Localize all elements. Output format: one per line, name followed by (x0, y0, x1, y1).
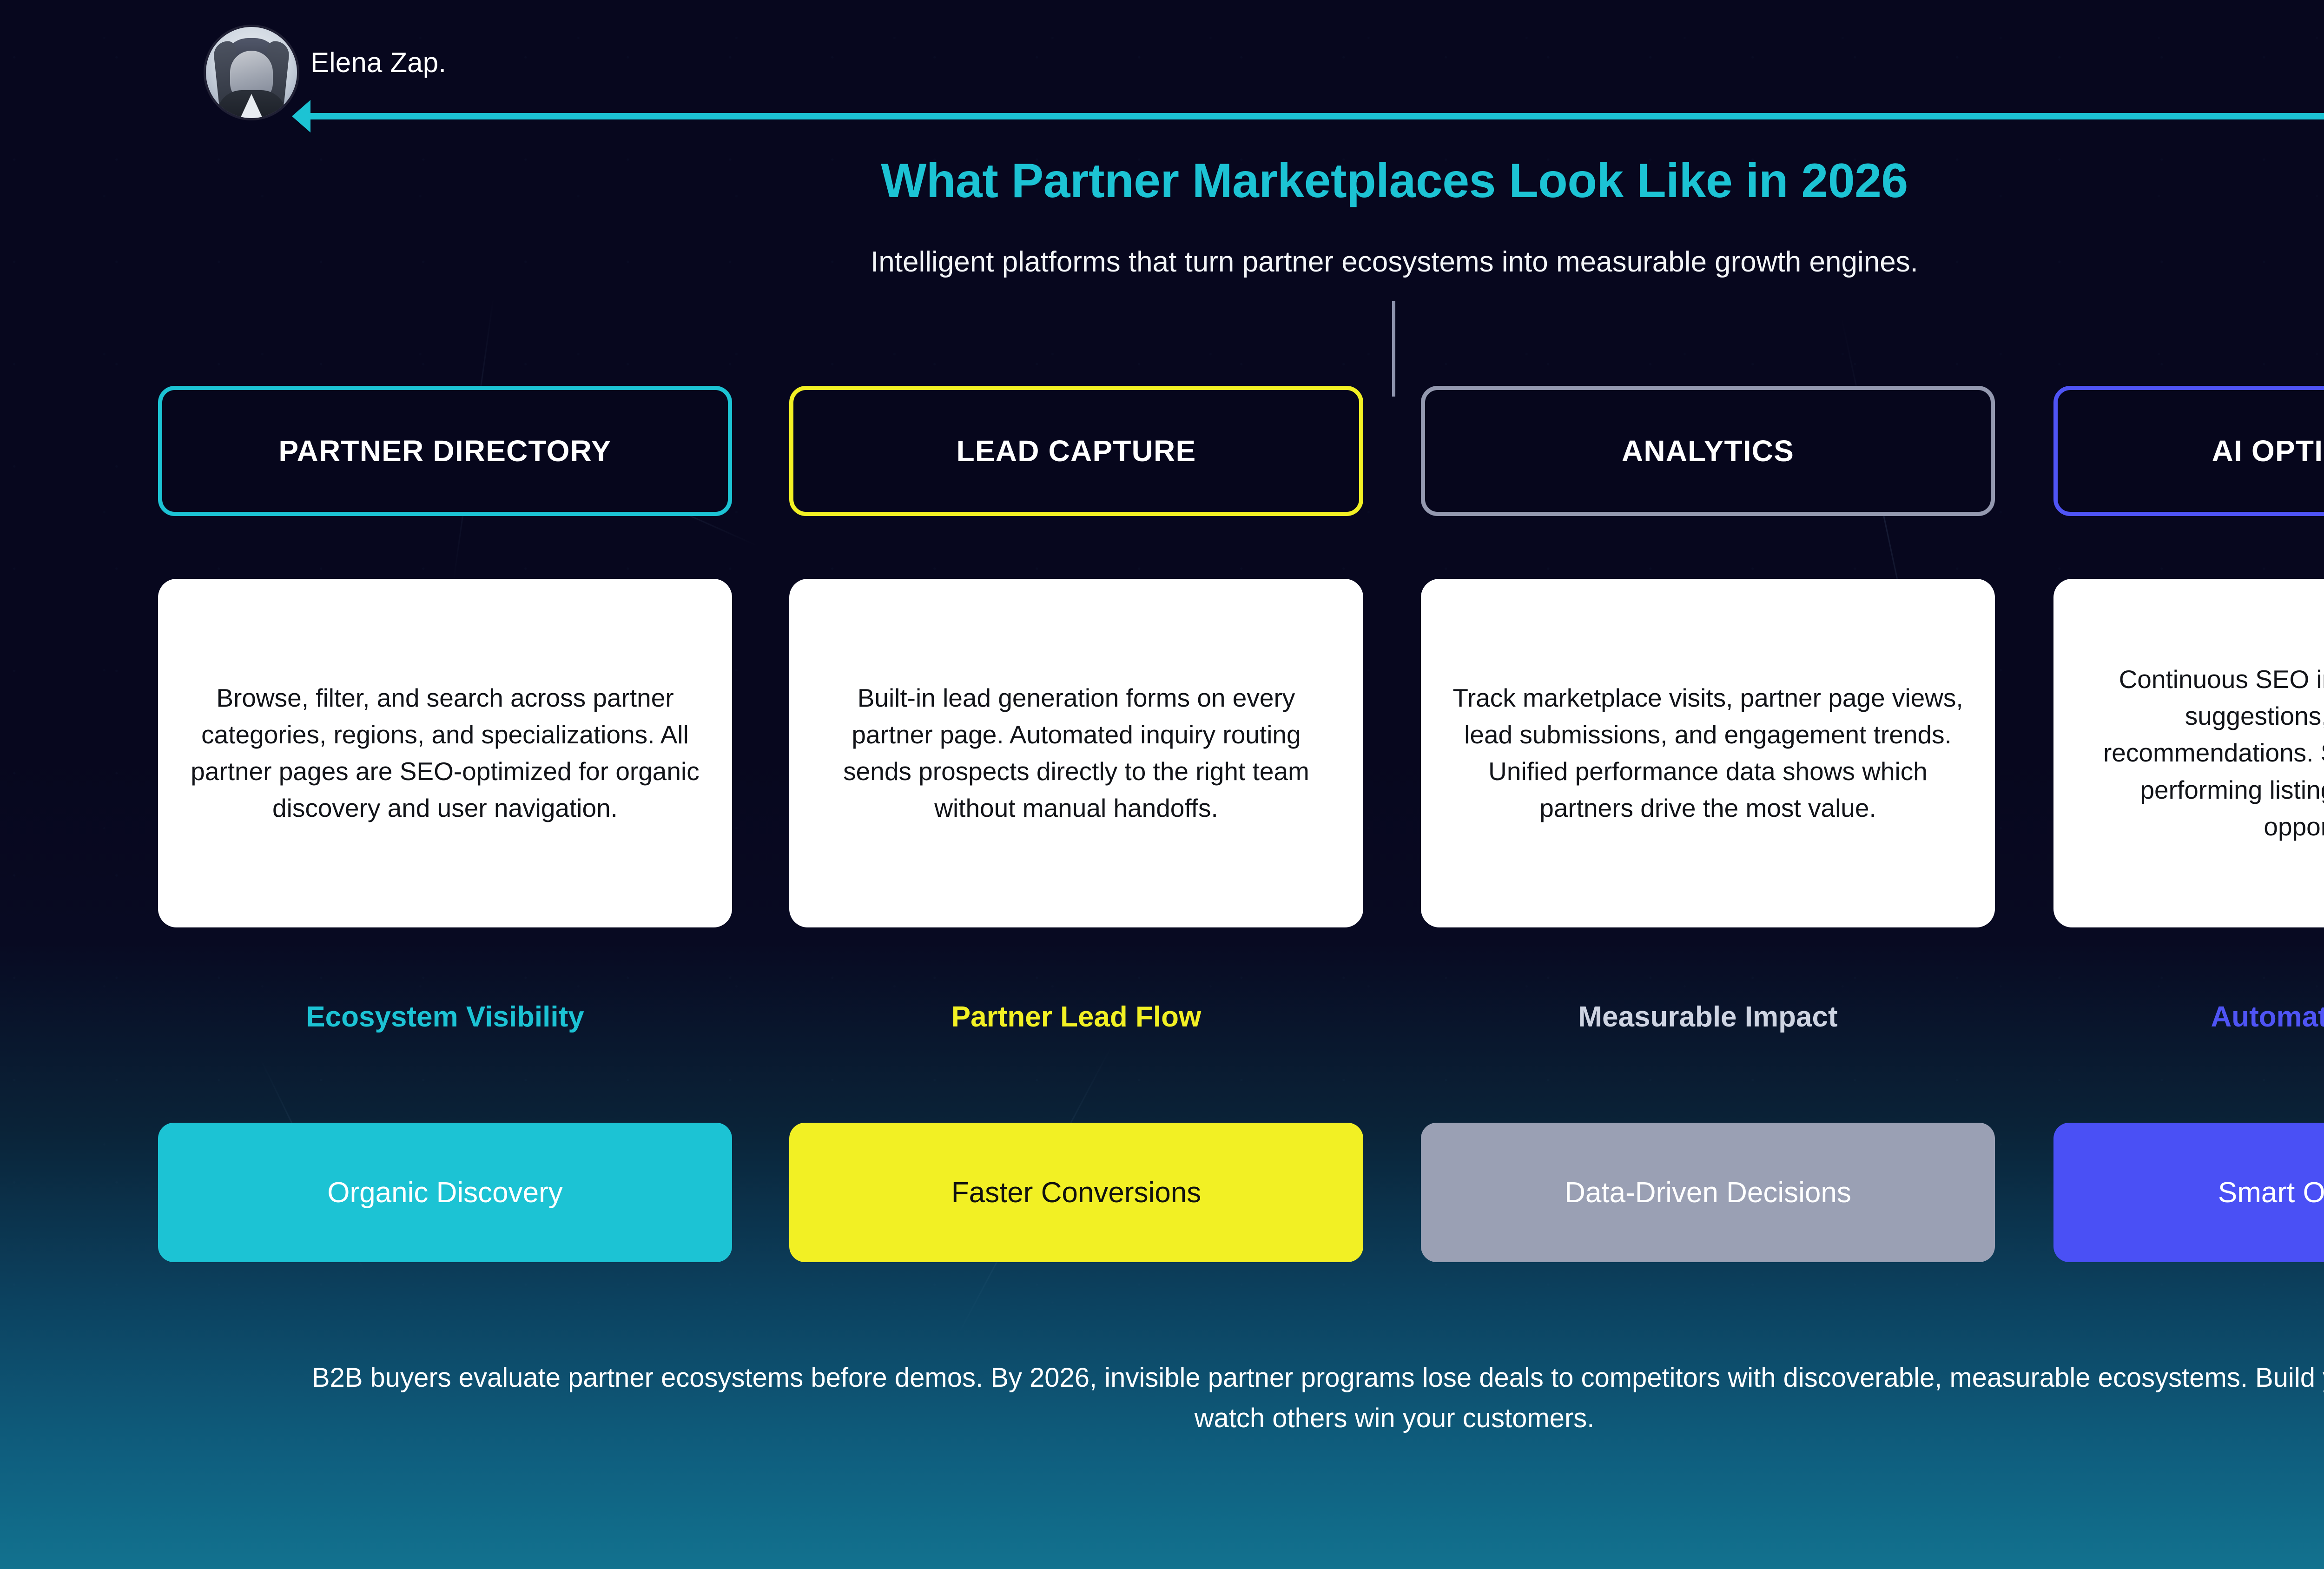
pill-label: Smart Optimization (2218, 1176, 2324, 1209)
kicker-partner-directory: Ecosystem Visibility (306, 1001, 584, 1033)
pill-label: Faster Conversions (951, 1176, 1202, 1209)
heading-box-partner-directory[interactable]: PARTNER DIRECTORY (158, 386, 732, 516)
description-text: Built-in lead generation forms on every … (843, 683, 1309, 823)
description-card-partner-directory: Browse, filter, and search across partne… (158, 579, 732, 927)
description-text: Continuous SEO improvement, content sugg… (2103, 665, 2324, 841)
author-name: Elena Zap. (310, 47, 447, 78)
footer-note: B2B buyers evaluate partner ecosystems b… (311, 1363, 2324, 1433)
description-text: Track marketplace visits, partner page v… (1452, 683, 1963, 823)
header-divider-line (307, 113, 2324, 119)
pill-label: Organic Discovery (327, 1176, 563, 1209)
page-title: What Partner Marketplaces Look Like in 2… (881, 154, 1908, 208)
heading-box-lead-capture[interactable]: LEAD CAPTURE (789, 386, 1363, 516)
pill-lead-capture[interactable]: Faster Conversions (789, 1123, 1363, 1262)
heading-label: PARTNER DIRECTORY (278, 434, 612, 468)
pill-ai-optimization[interactable]: Smart Optimization (2053, 1123, 2324, 1262)
description-text: Browse, filter, and search across partne… (191, 683, 700, 823)
heading-box-analytics[interactable]: ANALYTICS (1421, 386, 1995, 516)
pill-label: Data-Driven Decisions (1565, 1176, 1851, 1209)
description-card-ai-optimization: Continuous SEO improvement, content sugg… (2053, 579, 2324, 927)
kicker-ai-optimization: Automated Growth (2211, 1001, 2324, 1033)
kicker-lead-capture: Partner Lead Flow (951, 1001, 1202, 1033)
heading-label: ANALYTICS (1621, 434, 1795, 468)
heading-label: AI OPTIMIZATION (2212, 434, 2324, 468)
heading-label: LEAD CAPTURE (956, 434, 1196, 468)
header: Elena Zap. www.bonobee.ai (0, 0, 2324, 132)
description-card-lead-capture: Built-in lead generation forms on every … (789, 579, 1363, 927)
pill-partner-directory[interactable]: Organic Discovery (158, 1123, 732, 1262)
heading-box-ai-optimization[interactable]: AI OPTIMIZATION (2053, 386, 2324, 516)
connector-line (1392, 301, 1395, 397)
description-card-analytics: Track marketplace visits, partner page v… (1421, 579, 1995, 927)
page-subtitle: Intelligent platforms that turn partner … (871, 246, 1918, 278)
kicker-analytics: Measurable Impact (1578, 1001, 1838, 1033)
avatar (206, 27, 297, 118)
pill-analytics[interactable]: Data-Driven Decisions (1421, 1123, 1995, 1262)
